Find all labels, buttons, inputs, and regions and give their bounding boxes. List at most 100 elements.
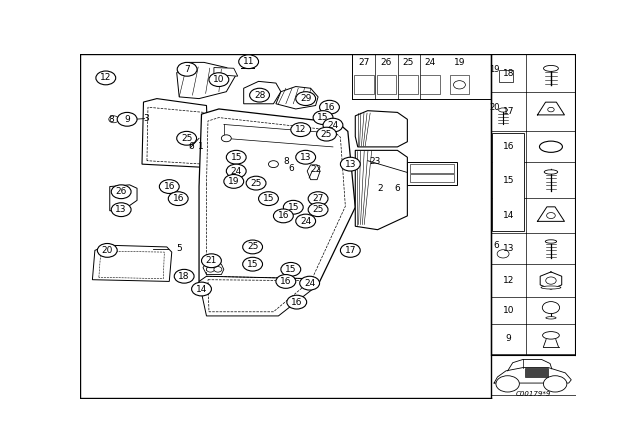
Circle shape bbox=[296, 151, 316, 164]
Ellipse shape bbox=[545, 240, 557, 243]
Ellipse shape bbox=[543, 65, 558, 71]
Circle shape bbox=[239, 55, 259, 69]
Text: 20: 20 bbox=[102, 246, 113, 255]
Circle shape bbox=[96, 71, 116, 85]
Text: 18: 18 bbox=[179, 272, 190, 281]
Text: 19: 19 bbox=[228, 177, 239, 186]
Polygon shape bbox=[142, 99, 209, 168]
Circle shape bbox=[209, 73, 229, 86]
Ellipse shape bbox=[543, 332, 559, 339]
FancyBboxPatch shape bbox=[354, 76, 374, 95]
Circle shape bbox=[168, 192, 188, 206]
Polygon shape bbox=[177, 62, 236, 99]
Text: 27: 27 bbox=[358, 58, 369, 67]
Text: 16: 16 bbox=[291, 297, 303, 306]
FancyBboxPatch shape bbox=[376, 76, 396, 95]
Circle shape bbox=[313, 111, 333, 125]
Text: 15: 15 bbox=[263, 194, 274, 203]
Text: 13: 13 bbox=[300, 153, 312, 162]
Text: 16: 16 bbox=[503, 142, 515, 151]
Text: 15: 15 bbox=[230, 153, 242, 162]
Text: 6: 6 bbox=[494, 241, 499, 250]
Text: 19: 19 bbox=[454, 58, 465, 67]
Text: 8: 8 bbox=[109, 116, 115, 125]
Ellipse shape bbox=[544, 170, 557, 174]
Polygon shape bbox=[307, 165, 320, 180]
Text: 12: 12 bbox=[295, 125, 307, 134]
Polygon shape bbox=[203, 261, 224, 275]
Circle shape bbox=[246, 176, 266, 190]
Text: 15: 15 bbox=[503, 176, 515, 185]
Text: 24: 24 bbox=[327, 121, 339, 129]
Polygon shape bbox=[214, 68, 237, 76]
Circle shape bbox=[111, 185, 131, 198]
Text: 16: 16 bbox=[172, 194, 184, 203]
Circle shape bbox=[496, 376, 519, 392]
Circle shape bbox=[177, 131, 196, 145]
Text: 12: 12 bbox=[503, 276, 514, 285]
Circle shape bbox=[287, 295, 307, 309]
Text: 14: 14 bbox=[196, 284, 207, 293]
Circle shape bbox=[224, 174, 244, 188]
Text: 18: 18 bbox=[503, 69, 515, 78]
FancyBboxPatch shape bbox=[491, 354, 575, 395]
FancyBboxPatch shape bbox=[408, 163, 457, 185]
Text: 10: 10 bbox=[213, 75, 225, 84]
Polygon shape bbox=[276, 86, 318, 109]
Text: 28: 28 bbox=[254, 90, 265, 99]
Text: 24: 24 bbox=[300, 216, 311, 225]
Circle shape bbox=[308, 192, 328, 206]
Circle shape bbox=[296, 92, 316, 105]
Circle shape bbox=[276, 275, 296, 289]
Circle shape bbox=[227, 151, 246, 164]
Text: 24: 24 bbox=[424, 58, 436, 67]
Text: 16: 16 bbox=[278, 211, 289, 220]
Circle shape bbox=[221, 135, 231, 142]
Circle shape bbox=[159, 180, 179, 194]
Text: 25: 25 bbox=[181, 134, 193, 143]
FancyBboxPatch shape bbox=[499, 70, 513, 82]
Circle shape bbox=[243, 240, 262, 254]
Polygon shape bbox=[355, 111, 408, 147]
Text: 12: 12 bbox=[100, 73, 111, 82]
Circle shape bbox=[111, 203, 131, 216]
Circle shape bbox=[109, 116, 118, 123]
FancyBboxPatch shape bbox=[420, 76, 440, 95]
FancyBboxPatch shape bbox=[449, 76, 469, 95]
Text: 16: 16 bbox=[324, 103, 335, 112]
Text: 29: 29 bbox=[300, 94, 312, 103]
Text: 22: 22 bbox=[310, 165, 322, 174]
Text: 9: 9 bbox=[506, 334, 511, 343]
FancyBboxPatch shape bbox=[399, 76, 419, 95]
Circle shape bbox=[174, 269, 194, 283]
Polygon shape bbox=[355, 151, 408, 230]
FancyBboxPatch shape bbox=[492, 133, 524, 232]
Text: 23: 23 bbox=[369, 157, 381, 166]
Polygon shape bbox=[244, 82, 281, 104]
Text: 13: 13 bbox=[115, 205, 127, 214]
Text: 24: 24 bbox=[230, 167, 242, 176]
Circle shape bbox=[291, 123, 310, 137]
Circle shape bbox=[317, 127, 337, 141]
Text: 15: 15 bbox=[247, 260, 259, 269]
Text: 25: 25 bbox=[250, 179, 262, 188]
Ellipse shape bbox=[540, 141, 563, 152]
Text: 1: 1 bbox=[198, 142, 204, 151]
Circle shape bbox=[281, 263, 301, 276]
FancyBboxPatch shape bbox=[410, 164, 454, 173]
Text: 20: 20 bbox=[490, 103, 500, 112]
Text: 26: 26 bbox=[115, 187, 127, 196]
Circle shape bbox=[269, 161, 278, 168]
Circle shape bbox=[340, 244, 360, 257]
Text: 6: 6 bbox=[395, 184, 400, 193]
Polygon shape bbox=[199, 276, 318, 316]
Text: 2: 2 bbox=[377, 184, 383, 193]
Text: 3: 3 bbox=[143, 114, 149, 123]
Text: 25: 25 bbox=[247, 242, 259, 251]
Circle shape bbox=[207, 267, 214, 272]
Circle shape bbox=[543, 376, 567, 392]
Text: 6: 6 bbox=[288, 164, 294, 173]
Ellipse shape bbox=[499, 108, 508, 112]
Circle shape bbox=[454, 81, 465, 89]
Circle shape bbox=[259, 192, 278, 206]
